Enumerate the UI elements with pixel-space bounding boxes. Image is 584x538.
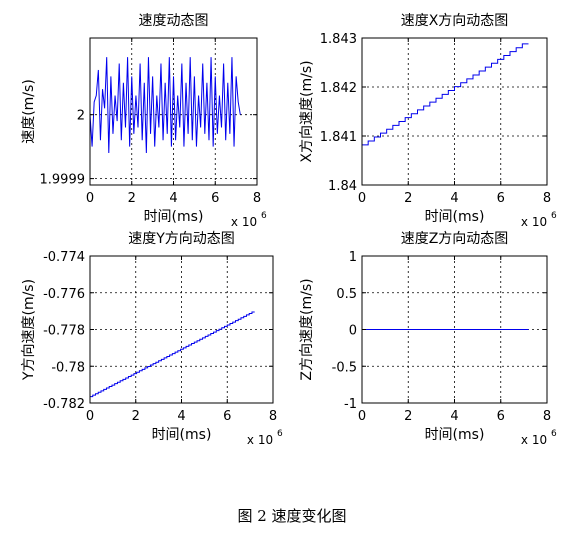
- subplot-3: 0 2 4 6 8-0.782-0.78-0.778-0.776-0.774速度Y方向动…: [21, 231, 283, 447]
- x-tick-label: 6: [497, 191, 505, 206]
- y-tick-label: 0.5: [336, 287, 357, 302]
- x-tick-label: 8: [253, 191, 261, 206]
- y-tick-label: 1.842: [320, 81, 357, 96]
- y-tick-label: -0.5: [332, 360, 357, 375]
- x-exponent-power: 6: [261, 211, 267, 221]
- x-axis-label: 时间(ms): [425, 209, 485, 225]
- x-tick-label: 0: [86, 191, 94, 206]
- y-tick-label: -0.782: [43, 397, 85, 412]
- y-axis-label: 速度(m/s): [21, 79, 37, 144]
- x-tick-label: 8: [543, 409, 551, 424]
- plot-area: [362, 38, 547, 185]
- series-line: [362, 43, 529, 146]
- y-tick-label: 0: [349, 324, 357, 339]
- x-tick-label: 2: [404, 191, 412, 206]
- y-tick-label: -0.774: [43, 250, 85, 265]
- x-tick-label: 2: [404, 409, 412, 424]
- x-tick-label: 4: [450, 409, 458, 424]
- x-tick-label: 8: [269, 409, 277, 424]
- x-tick-label: 4: [450, 191, 458, 206]
- y-tick-label: 2: [77, 109, 85, 124]
- x-axis-label: 时间(ms): [152, 427, 212, 443]
- figure-caption: 图 2 速度变化图: [237, 507, 347, 525]
- y-axis-label: Y方向速度(m/s): [21, 279, 37, 381]
- x-exponent-label: x 10: [247, 433, 273, 447]
- y-tick-label: 1: [349, 250, 357, 265]
- y-tick-label: 1.9999: [40, 173, 86, 188]
- y-axis-label: X方向速度(m/s): [299, 60, 315, 162]
- x-tick-label: 4: [169, 191, 177, 206]
- x-tick-label: 6: [497, 409, 505, 424]
- x-exponent-power: 6: [551, 211, 557, 221]
- x-tick-label: 0: [358, 191, 366, 206]
- x-exponent-power: 6: [551, 429, 557, 439]
- x-axis-label: 时间(ms): [144, 209, 204, 225]
- x-exponent-power: 6: [277, 429, 283, 439]
- y-axis-label: Z方向速度(m/s): [299, 278, 315, 380]
- x-tick-label: 6: [223, 409, 231, 424]
- chart-title: 速度Y方向动态图: [128, 231, 235, 247]
- y-tick-label: 1.843: [320, 32, 357, 47]
- chart-title: 速度X方向动态图: [401, 13, 509, 29]
- x-tick-label: 0: [358, 409, 366, 424]
- x-axis-label: 时间(ms): [425, 427, 485, 443]
- chart-title: 速度动态图: [139, 13, 209, 29]
- y-tick-label: -0.778: [43, 324, 85, 339]
- y-tick-label: 1.84: [328, 179, 357, 194]
- y-tick-label: 1.841: [320, 130, 357, 145]
- x-exponent-label: x 10: [231, 215, 257, 229]
- series-line: [90, 311, 255, 398]
- y-tick-label: -0.776: [43, 287, 85, 302]
- x-exponent-label: x 10: [521, 433, 547, 447]
- x-tick-label: 0: [86, 409, 94, 424]
- x-tick-label: 6: [211, 191, 219, 206]
- x-exponent-label: x 10: [521, 215, 547, 229]
- x-tick-label: 2: [128, 191, 136, 206]
- x-tick-label: 4: [177, 409, 185, 424]
- y-tick-label: -1: [344, 397, 357, 412]
- chart-title: 速度Z方向动态图: [401, 231, 509, 247]
- x-tick-label: 2: [132, 409, 140, 424]
- series-line: [89, 57, 241, 154]
- x-tick-label: 8: [543, 191, 551, 206]
- y-tick-label: -0.78: [51, 360, 85, 375]
